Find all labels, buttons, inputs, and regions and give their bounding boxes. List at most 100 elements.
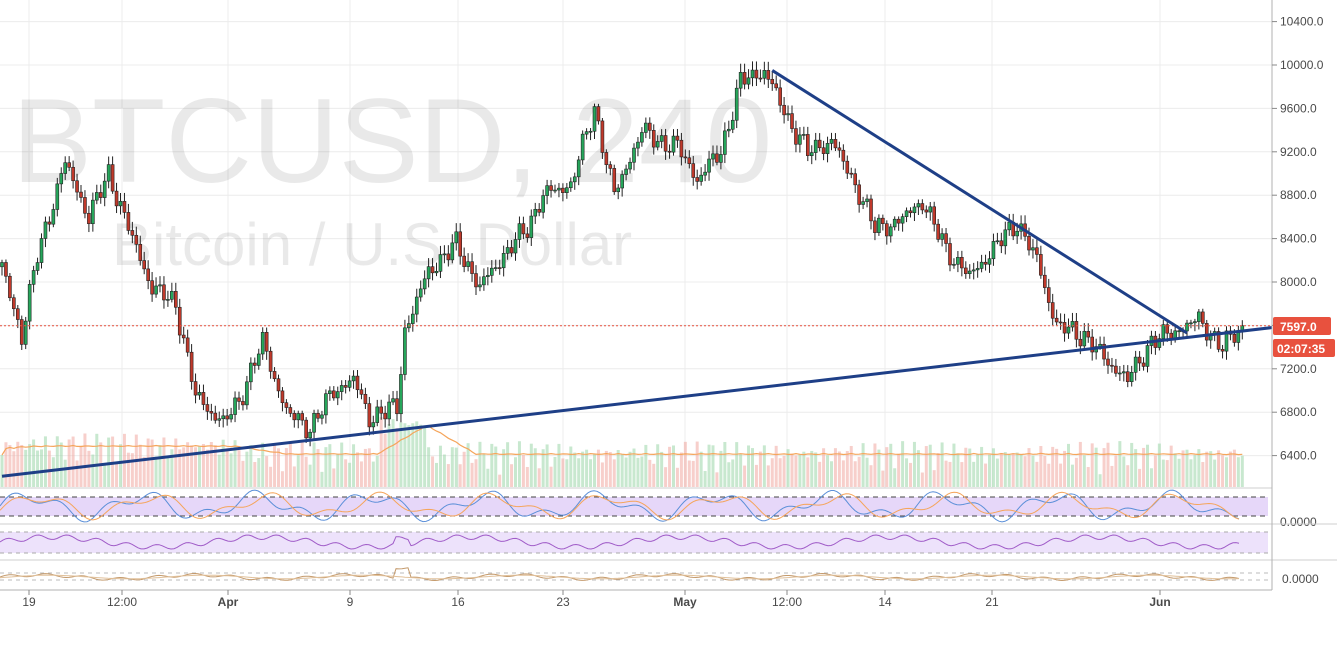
volume-bar xyxy=(521,455,525,487)
volume-bar xyxy=(514,457,517,487)
candle xyxy=(758,69,763,83)
volume-bar xyxy=(375,455,379,487)
volume-bar xyxy=(1157,443,1161,487)
volume-bar xyxy=(490,443,494,487)
candle-body xyxy=(1110,364,1114,367)
candle xyxy=(592,103,597,139)
candle-body xyxy=(821,147,826,154)
volume-bar xyxy=(158,445,162,487)
candle-body xyxy=(256,353,261,366)
candle xyxy=(738,63,743,97)
candle-body xyxy=(924,209,929,213)
candle xyxy=(367,396,372,436)
candle xyxy=(391,391,395,406)
candle xyxy=(1106,351,1110,374)
candle-body xyxy=(900,216,905,224)
volume-bar xyxy=(55,436,59,487)
volume-bar xyxy=(411,423,415,487)
candle-body xyxy=(1133,356,1138,373)
candle-body xyxy=(715,153,719,163)
candle-body xyxy=(1157,338,1162,348)
candle-body xyxy=(746,77,751,85)
candle xyxy=(553,184,557,194)
volume-bar xyxy=(909,462,912,487)
candle xyxy=(375,399,380,427)
candle xyxy=(1058,313,1063,330)
volume-bar xyxy=(1047,463,1051,487)
candle xyxy=(979,254,984,273)
candle-body xyxy=(1066,326,1071,334)
candle-body xyxy=(624,168,628,175)
volume-bar xyxy=(833,448,837,487)
candle-body xyxy=(126,212,131,231)
candle-body xyxy=(505,247,510,254)
candle-body xyxy=(908,210,913,214)
candle xyxy=(1003,221,1008,255)
volume-bar xyxy=(474,459,478,487)
volume-bar xyxy=(1228,451,1232,487)
y-tick-label: 9200.0 xyxy=(1280,145,1317,159)
candle-body xyxy=(790,113,794,129)
volume-bar xyxy=(1177,458,1181,487)
volume-bar xyxy=(1173,453,1177,487)
candle xyxy=(1046,278,1051,312)
volume-bar xyxy=(146,438,150,487)
volume-bar xyxy=(431,456,435,487)
candle-body xyxy=(371,422,376,428)
candle xyxy=(134,226,139,253)
candle xyxy=(189,344,194,390)
candle xyxy=(237,391,241,410)
candle-body xyxy=(640,132,644,143)
candle-body xyxy=(288,407,293,414)
candle xyxy=(624,164,628,181)
candle xyxy=(474,265,478,295)
candle xyxy=(497,259,502,275)
time-axis[interactable]: 19 12:00 Apr 9 16 23 May 12:00 14 21 Jun xyxy=(22,590,1171,609)
candle xyxy=(916,199,921,215)
candle xyxy=(790,105,794,133)
volume-bar xyxy=(569,446,573,487)
candle xyxy=(691,155,696,186)
volume-bar xyxy=(245,451,249,487)
candlesticks[interactable] xyxy=(0,61,1245,447)
candle-body xyxy=(181,334,186,339)
volume-bar xyxy=(190,445,194,487)
candle-body xyxy=(292,413,297,421)
candle-body xyxy=(1007,221,1012,231)
candle xyxy=(865,194,869,208)
volume-bar xyxy=(367,448,371,487)
candle-body xyxy=(1129,371,1134,383)
volume-bar xyxy=(257,458,261,487)
candle-body xyxy=(1046,287,1051,303)
candle-body xyxy=(102,180,107,198)
volume-bar xyxy=(723,441,727,487)
candle xyxy=(466,253,470,272)
candle-body xyxy=(817,139,822,149)
volume-bar xyxy=(1209,451,1213,487)
candle xyxy=(268,346,273,379)
candle xyxy=(410,305,415,332)
candle-body xyxy=(1035,247,1039,255)
y-tick-label: 6800.0 xyxy=(1280,405,1317,419)
volume-bar xyxy=(1114,455,1118,487)
candle-body xyxy=(138,244,143,261)
candle-body xyxy=(963,267,968,274)
candle-body xyxy=(1015,230,1019,237)
candle-body xyxy=(19,319,24,345)
candle xyxy=(478,276,482,292)
candle-body xyxy=(549,185,553,191)
candle-body xyxy=(379,406,384,414)
candle xyxy=(774,75,779,91)
trendlines[interactable] xyxy=(1,69,1273,478)
price-axis[interactable]: 10400.0 10000.0 9600.0 9200.0 8800.0 8400.0 80… xyxy=(1272,15,1324,463)
volume-bar xyxy=(8,445,12,487)
candle-body xyxy=(1027,235,1031,251)
candle xyxy=(1204,319,1209,347)
candle-body xyxy=(600,120,605,153)
volume-bar xyxy=(363,448,367,487)
candle xyxy=(675,128,680,148)
volume-bar xyxy=(770,458,774,487)
candle-body xyxy=(470,261,474,274)
candle-body xyxy=(884,223,889,237)
